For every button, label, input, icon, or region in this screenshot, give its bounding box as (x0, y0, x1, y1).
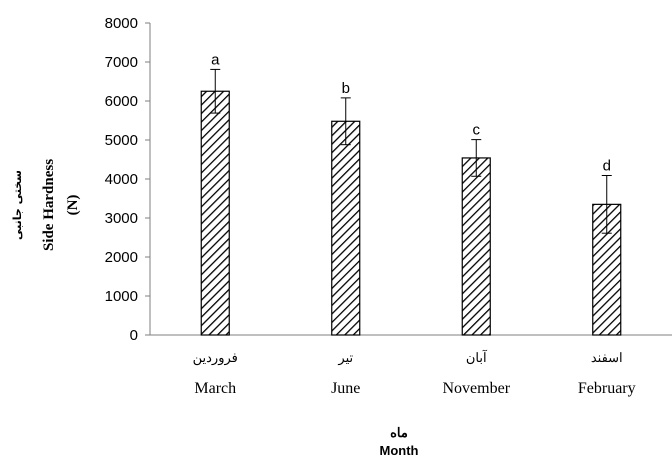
y-axis-unit: (N) (65, 195, 81, 216)
bars: a b c d (200, 51, 622, 336)
y-tick-label: 0 (130, 327, 138, 344)
x-axis-label-fa: ماه (390, 425, 408, 440)
significance-letter: b (342, 80, 350, 97)
x-category-label: November (442, 380, 510, 397)
significance-letter: a (211, 51, 220, 68)
bar (461, 157, 491, 336)
x-category-label-fa: فروردین (193, 351, 238, 366)
y-tick-label: 2000 (105, 249, 138, 266)
y-axis-label-fa: سختی جانبی (11, 170, 24, 240)
y-tick-labels: 0 1000 2000 3000 4000 5000 6000 7000 8000 (105, 15, 150, 344)
y-tick-label: 1000 (105, 288, 138, 305)
y-tick-label: 5000 (105, 132, 138, 149)
y-tick-label: 6000 (105, 93, 138, 110)
x-category-labels: فروردین March تیر June آبان November اسفند Febr… (193, 349, 636, 397)
significance-letter: c (473, 122, 481, 139)
y-tick-label: 4000 (105, 171, 138, 188)
y-tick-label: 7000 (105, 54, 138, 71)
x-category-label-fa: آبان (466, 349, 488, 366)
significance-letter: d (603, 157, 611, 174)
y-axis-label: Side Hardness (41, 159, 57, 251)
y-tick-label: 3000 (105, 210, 138, 227)
bar (200, 90, 230, 336)
x-category-label: February (578, 380, 636, 397)
x-category-label-fa: اسفند (591, 351, 623, 366)
x-category-label: June (331, 380, 360, 397)
x-axis-label: Month (380, 443, 419, 457)
bar (331, 120, 361, 336)
x-category-label-fa: تیر (337, 351, 353, 366)
y-tick-label: 8000 (105, 15, 138, 32)
x-category-label: March (194, 380, 236, 397)
y-axis-label-group: سختی جانبی Side Hardness (N) (11, 159, 81, 251)
